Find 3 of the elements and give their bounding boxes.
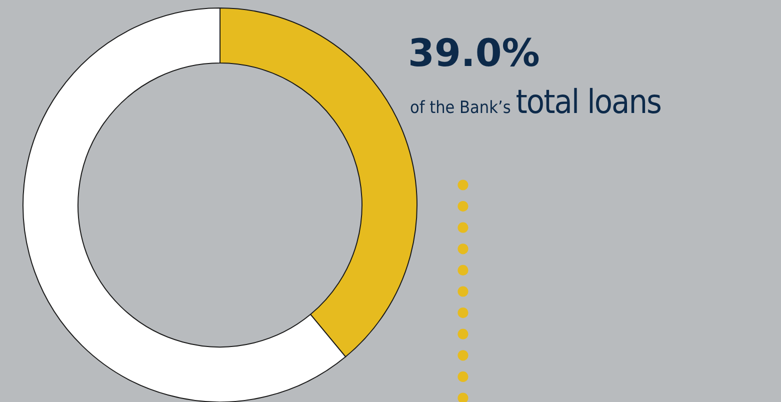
text: of the Bank’s [410, 98, 511, 118]
text: total loans [516, 82, 662, 121]
text: 39.0% [408, 31, 540, 75]
